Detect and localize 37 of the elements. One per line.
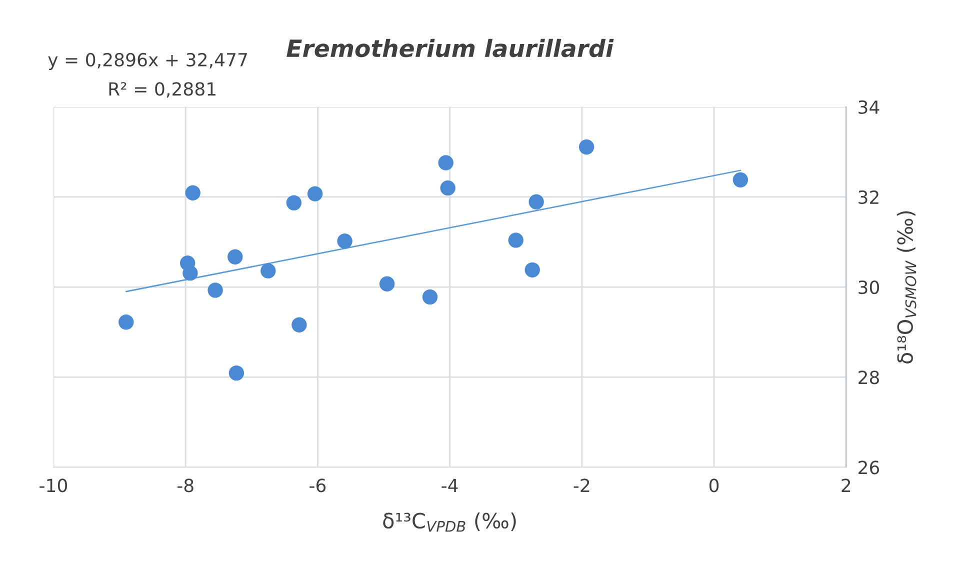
- point: [118, 314, 134, 330]
- x-tick-label: -4: [442, 478, 458, 492]
- point: [228, 249, 243, 264]
- point: [260, 263, 276, 278]
- x-tick-label: -2: [574, 478, 590, 492]
- x-axis-title: δ¹³C$_{VPDB}$ (‰): [383, 512, 516, 532]
- text: R² = 0,2881: [109, 82, 216, 98]
- point: [292, 317, 307, 332]
- point: [422, 289, 438, 305]
- point: [578, 139, 594, 155]
- point: [438, 155, 454, 170]
- point: [732, 172, 748, 188]
- x-tick-label: 2: [842, 478, 850, 492]
- chart-title: Eremotherium laurillardi: [286, 38, 614, 58]
- point: [307, 186, 323, 202]
- x-tick-label: -6: [310, 478, 326, 492]
- y-tick-label: 34: [858, 100, 880, 114]
- y-tick-label: 32: [858, 190, 878, 204]
- point: [524, 262, 540, 278]
- x-tick-label: -10: [40, 478, 68, 492]
- point: [185, 185, 200, 201]
- point: [528, 194, 544, 210]
- point: [228, 365, 244, 381]
- point: [337, 233, 352, 249]
- y-axis-title: δ¹⁸O$_{VSMOW}$ (‰): [896, 211, 916, 364]
- text: y = 0,2896x + 32,477: [48, 52, 247, 70]
- point: [508, 232, 524, 248]
- y-tick-label: 28: [858, 370, 879, 384]
- point: [440, 180, 456, 196]
- point: [208, 282, 223, 298]
- point: [182, 265, 198, 281]
- y-tick-label: 26: [858, 460, 880, 474]
- x-tick-label: -8: [177, 478, 194, 492]
- point: [286, 195, 302, 210]
- x-tick-label: 0: [709, 478, 719, 492]
- y-tick-label: 30: [858, 280, 880, 294]
- point: [379, 276, 395, 292]
